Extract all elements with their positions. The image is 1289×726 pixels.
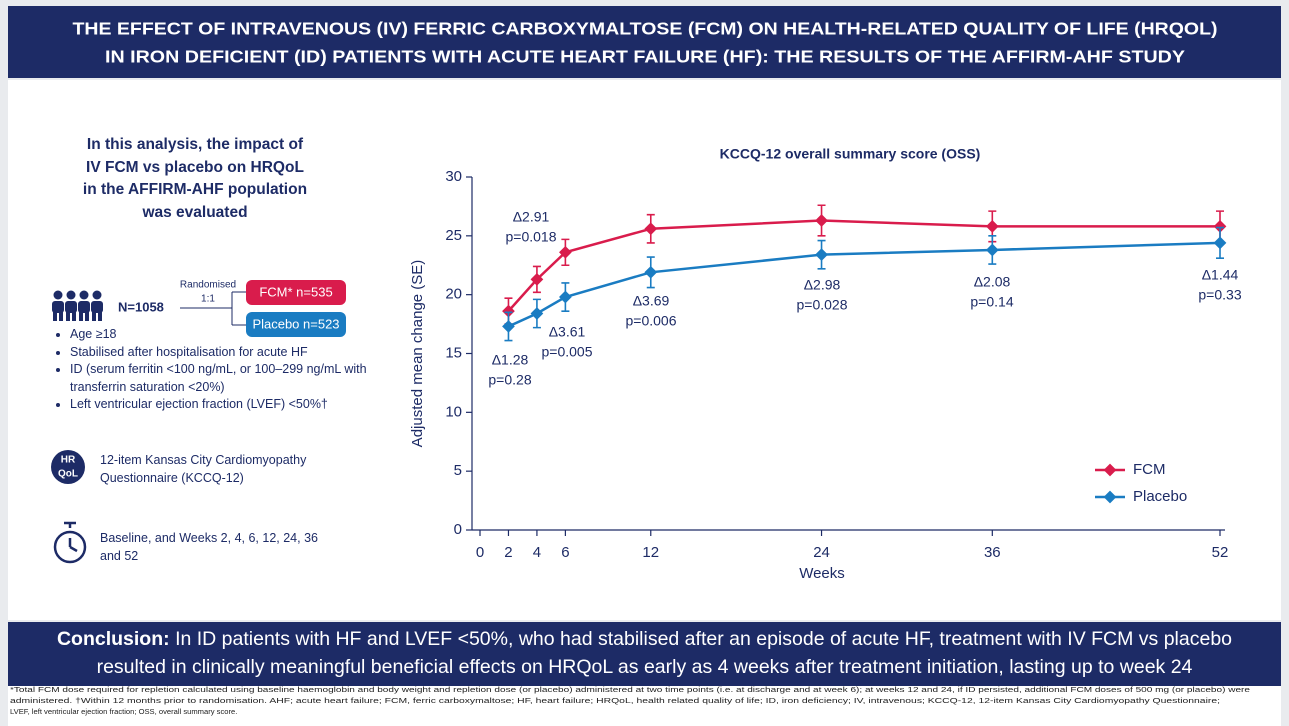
hrqol-icon xyxy=(51,450,85,484)
criterion: ID (serum ferritin <100 ng/mL, or 100–29… xyxy=(70,361,370,396)
x-tick-label: 6 xyxy=(561,544,569,561)
y-tick-label: 20 xyxy=(445,286,462,303)
y-tick-label: 25 xyxy=(445,227,462,244)
intro-line: was evaluated xyxy=(142,203,248,221)
randomisation-bracket xyxy=(180,291,246,326)
conclusion-line: Conclusion: In ID patients with HF and L… xyxy=(0,628,1289,651)
intro-line: In this analysis, the impact of xyxy=(86,136,304,153)
header-title: IN IRON DEFICIENT (ID) PATIENTS WITH ACU… xyxy=(105,47,1185,67)
intro-line: IV FCM vs placebo on HRQoL xyxy=(86,158,304,176)
annotation: p=0.33 xyxy=(1198,287,1241,303)
people-icon xyxy=(52,290,103,321)
conclusion-label: Conclusion: xyxy=(56,628,170,650)
x-axis-label: Weeks xyxy=(799,565,845,582)
annotation: Δ3.69 xyxy=(633,293,670,309)
annotation: p=0.006 xyxy=(626,313,677,329)
footnote: LVEF, left ventricular ejection fraction… xyxy=(10,707,237,716)
x-tick-label: 2 xyxy=(504,544,512,561)
fcm-arm-pill xyxy=(246,280,346,305)
randomised-label: Randomised xyxy=(180,280,236,291)
intro-line: in the AFFIRM-AHF population xyxy=(82,181,308,198)
hrqol-icon-text: QoL xyxy=(58,469,78,480)
legend-label: Placebo xyxy=(1133,488,1187,505)
annotation: p=0.28 xyxy=(488,372,531,388)
criterion: Left ventricular ejection fraction (LVEF… xyxy=(70,396,370,414)
hrqol-icon-text: HR xyxy=(61,455,76,466)
ratio-label: 1:1 xyxy=(201,294,215,305)
footnote: *Total FCM dose required for repletion c… xyxy=(10,685,1250,694)
annotation: Δ2.08 xyxy=(974,274,1011,290)
timepoints-text: Baseline, and Weeks 2, 4, 6, 12, 24, 36 … xyxy=(100,531,318,563)
endpoint-text: 12-item Kansas City Cardiomyopathy Quest… xyxy=(100,453,307,485)
criterion: Stabilised after hospitalisation for acu… xyxy=(70,344,370,362)
annotation: Δ1.28 xyxy=(492,352,529,368)
x-tick-label: 0 xyxy=(476,544,484,561)
annotation: Δ3.61 xyxy=(549,324,586,340)
y-tick-label: 30 xyxy=(445,168,462,185)
y-tick-label: 0 xyxy=(454,521,462,538)
x-tick-label: 12 xyxy=(642,544,659,561)
y-tick-label: 10 xyxy=(445,403,462,420)
clock-icon xyxy=(53,521,87,564)
conclusion-text: In ID patients with HF and LVEF <50%, wh… xyxy=(175,628,1233,650)
fcm-arm-label: FCM* n=535 xyxy=(259,284,332,299)
header-band xyxy=(8,6,1281,78)
annotation: Δ2.98 xyxy=(804,277,841,293)
data-point xyxy=(502,320,515,333)
chart-title: KCCQ-12 overall summary score (OSS) xyxy=(720,146,981,162)
y-axis-label: Adjusted mean change (SE) xyxy=(409,260,426,448)
annotation: p=0.14 xyxy=(970,294,1013,310)
annotation: p=0.018 xyxy=(506,229,557,245)
header-title: THE EFFECT OF INTRAVENOUS (IV) FERRIC CA… xyxy=(73,19,1218,39)
sample-size: N=1058 xyxy=(118,299,164,314)
chart: KCCQ-12 overall summary score (OSS) Adjus… xyxy=(409,146,1242,582)
intro-text: In this analysis, the impact of IV FCM v… xyxy=(50,134,340,224)
placebo-arm-label: Placebo n=523 xyxy=(252,316,339,331)
footnote: administered. †Within 12 months prior to… xyxy=(10,696,1220,705)
x-tick-label: 36 xyxy=(984,544,1001,561)
y-tick-label: 15 xyxy=(445,344,462,361)
placebo-arm-pill xyxy=(246,312,346,337)
x-tick-label: 52 xyxy=(1212,544,1229,561)
criteria-list: Age ≥18 Stabilised after hospitalisation… xyxy=(56,326,370,414)
x-tick-label: 4 xyxy=(533,544,541,561)
legend-label: FCM xyxy=(1133,461,1166,478)
conclusion-line: resulted in clinically meaningful benefi… xyxy=(96,656,1193,678)
annotation: p=0.005 xyxy=(542,344,593,360)
x-tick-label: 24 xyxy=(813,544,830,561)
footnote-panel xyxy=(8,686,1281,726)
criterion: Age ≥18 xyxy=(70,326,370,344)
conclusion-band xyxy=(8,622,1281,686)
annotation: p=0.028 xyxy=(797,297,848,313)
y-tick-label: 5 xyxy=(454,462,462,479)
data-point xyxy=(502,304,515,318)
annotation: Δ1.44 xyxy=(1202,267,1239,283)
annotation: Δ2.91 xyxy=(513,209,550,225)
